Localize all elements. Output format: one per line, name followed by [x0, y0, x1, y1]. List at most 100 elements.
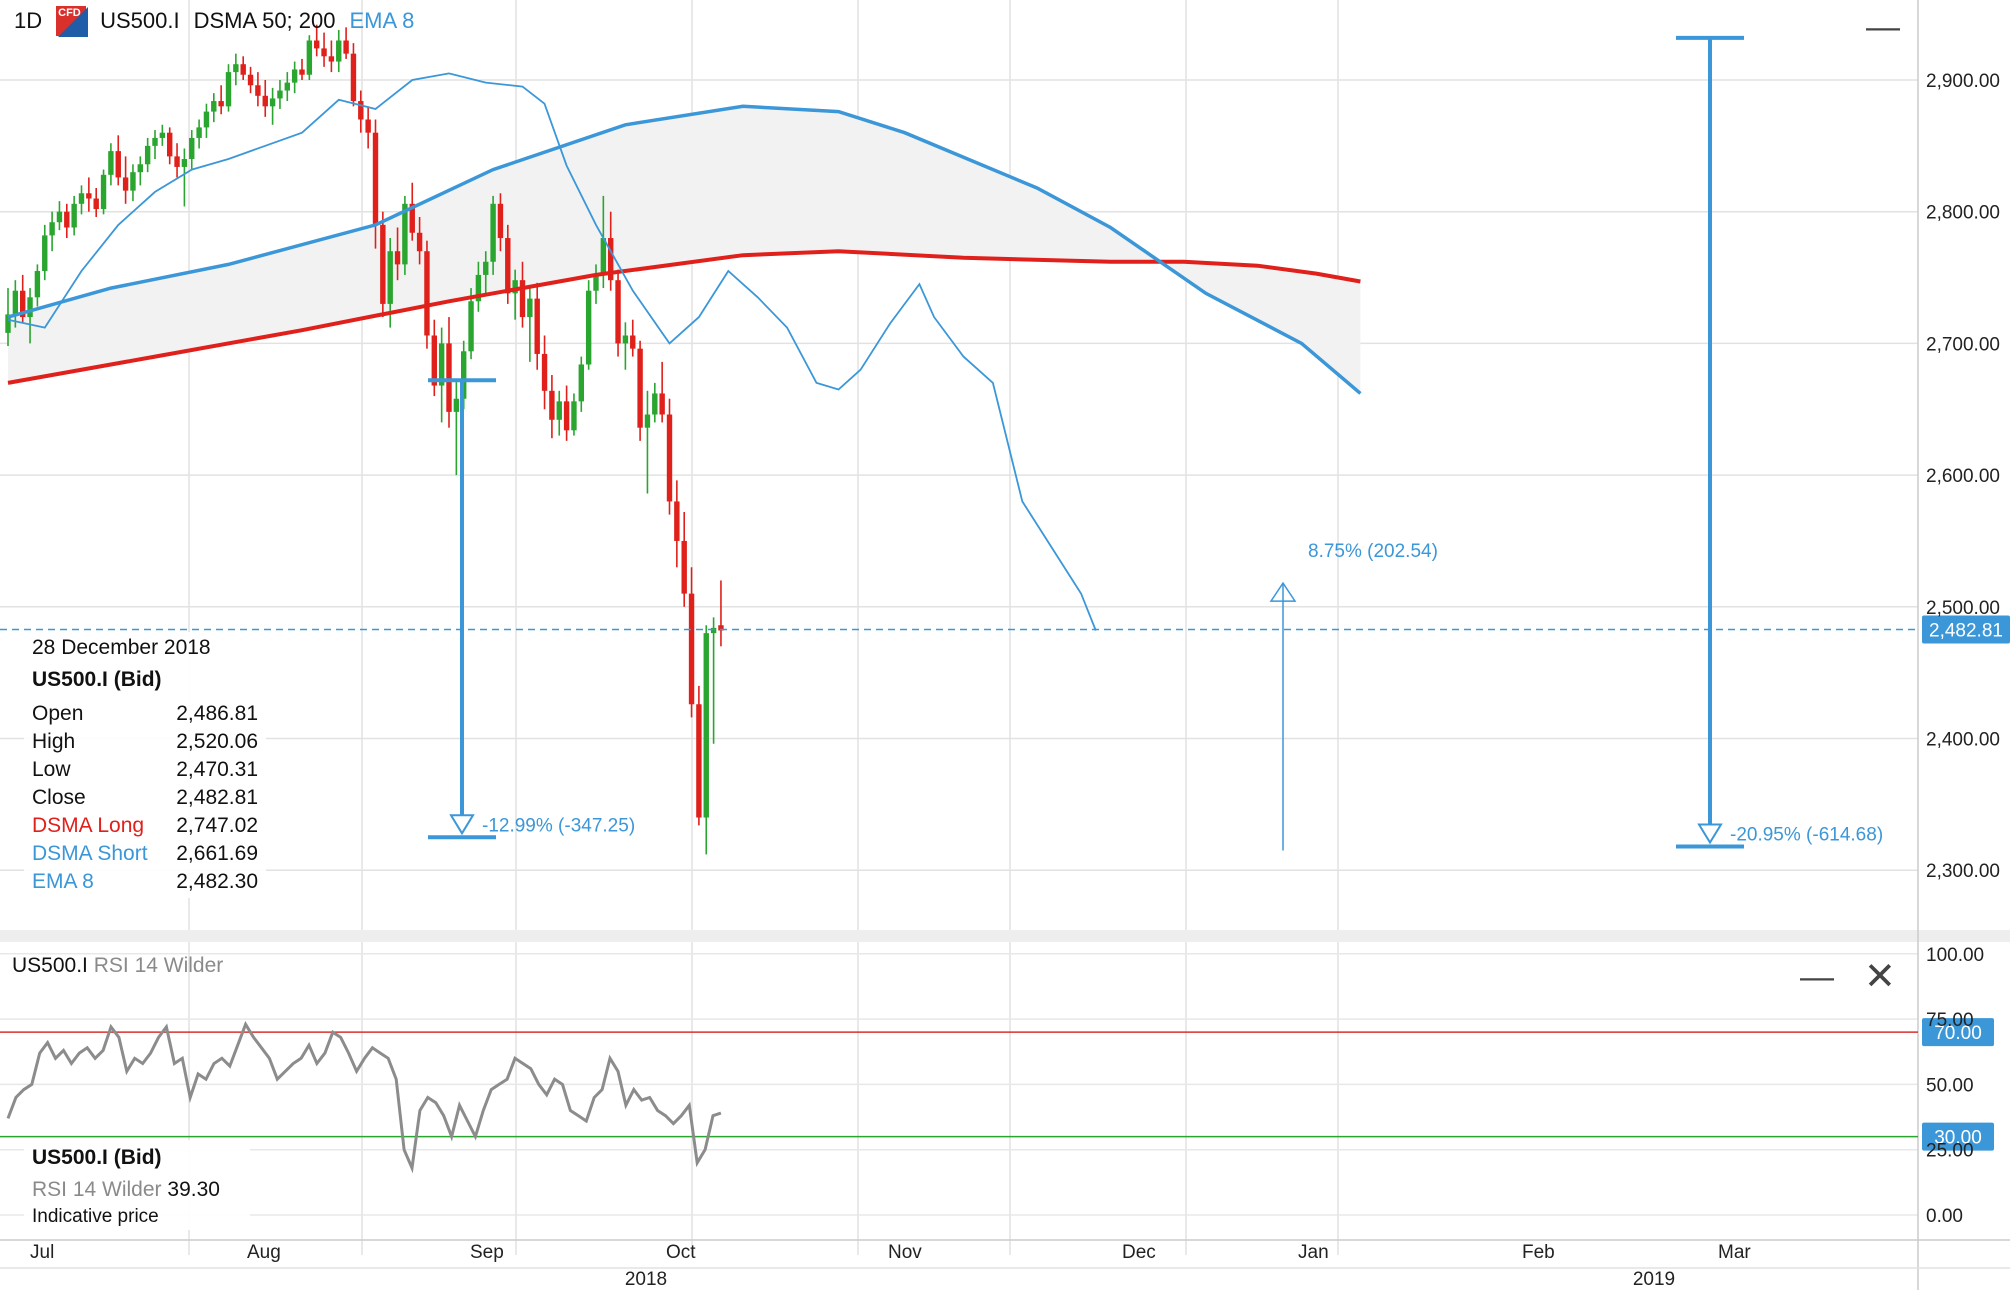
rsi-line: [6, 1020, 722, 1174]
chart-header: 1D CFD US500.I DSMA 50; 200 EMA 8: [14, 6, 415, 37]
candle-body: [718, 625, 724, 631]
candle-body: [652, 393, 658, 415]
candle-body: [593, 274, 599, 291]
info-row-close: Close 2,482.81: [32, 786, 258, 809]
symbol-label[interactable]: US500.I: [100, 8, 180, 33]
panel-divider: [0, 930, 2010, 942]
candle-body: [255, 85, 261, 96]
price-tick-label: 2,400.00: [1926, 730, 2000, 751]
candle-body: [674, 501, 680, 541]
candle-body: [409, 203, 415, 233]
dsma-label[interactable]: DSMA 50; 200: [193, 8, 336, 33]
candle-body: [42, 235, 48, 271]
candle-body: [167, 132, 173, 157]
candle-body: [424, 251, 430, 336]
month-tick-label: Aug: [247, 1242, 281, 1263]
candle-body: [585, 290, 592, 365]
month-tick-label: Oct: [666, 1242, 696, 1263]
candle-body: [108, 151, 114, 175]
candle-body: [321, 48, 327, 57]
month-tick-label: Feb: [1522, 1242, 1555, 1263]
minimize-rsi-panel-icon[interactable]: —: [1800, 958, 1834, 996]
month-tick-label: Nov: [888, 1242, 922, 1263]
candle-body: [225, 72, 232, 107]
candle-body: [262, 95, 268, 107]
cfd-logo-icon: CFD: [56, 6, 89, 37]
ema8-line: [7, 72, 1097, 631]
candle-body: [468, 301, 474, 352]
price-tick-label: 2,700.00: [1926, 334, 2000, 355]
dsma-short-line: [7, 104, 1362, 395]
candle-body: [100, 174, 107, 210]
candle-body: [563, 401, 570, 431]
rsi-tick-label: 0.00: [1926, 1206, 1963, 1227]
candle-body: [372, 132, 379, 225]
candle-body: [137, 164, 143, 173]
candle-body: [130, 172, 136, 191]
info-row-open: Open 2,486.81: [32, 702, 258, 725]
measure-arrow: [449, 814, 475, 836]
candle-body: [365, 119, 371, 133]
candle-body: [314, 40, 320, 49]
info-row-ema: EMA 8 2,482.30: [32, 870, 258, 893]
candle-body: [233, 64, 239, 73]
price-tick-label: 2,800.00: [1926, 203, 2000, 224]
rsi-os-label: 30.00: [1934, 1128, 1982, 1149]
candle-body: [328, 56, 335, 62]
candle-body: [512, 280, 518, 294]
candle-body: [622, 335, 629, 344]
year-tick-label: 2018: [625, 1269, 667, 1290]
timeframe-label[interactable]: 1D: [14, 8, 43, 33]
info-title: US500.I (Bid): [32, 668, 162, 691]
candle-body: [49, 222, 55, 236]
candle-body: [78, 193, 85, 204]
candle-body: [269, 98, 276, 107]
candle-body: [20, 290, 26, 318]
rsi-panel-title: US500.I RSI 14 Wilder: [12, 954, 224, 977]
candle-body: [181, 159, 188, 167]
month-tick-label: Dec: [1122, 1242, 1156, 1263]
month-tick-label: Mar: [1718, 1242, 1751, 1263]
rsi-os-tag: [1922, 1122, 1994, 1151]
candle-body: [402, 203, 408, 265]
minimize-price-panel-icon[interactable]: —: [1866, 8, 1900, 46]
candle-body: [681, 540, 687, 594]
last-price-tag: [1922, 615, 2010, 644]
candle-body: [211, 101, 217, 112]
candle-body: [336, 40, 342, 62]
candle-body: [218, 101, 224, 107]
month-tick-label: Jan: [1298, 1242, 1329, 1263]
candle-body: [115, 151, 121, 178]
candle-body: [247, 74, 254, 86]
ema-label[interactable]: EMA 8: [349, 8, 415, 33]
candle-body: [152, 137, 158, 146]
candle-body: [34, 270, 41, 298]
candle-body: [571, 401, 577, 431]
candle-body: [27, 297, 33, 318]
rsi-tick-label: 75.00: [1926, 1010, 1974, 1031]
last-price-label: 2,482.81: [1929, 620, 2003, 641]
candle-body: [64, 211, 70, 228]
candle-body: [394, 251, 401, 265]
candle-body: [196, 127, 202, 138]
candle-body: [12, 290, 19, 315]
month-tick-label: Sep: [470, 1242, 504, 1263]
info-row-dsma-long: DSMA Long 2,747.02: [32, 814, 258, 837]
candle-body: [461, 351, 467, 399]
candle-body: [122, 177, 129, 191]
candle-body: [86, 193, 92, 199]
candle-body: [306, 40, 313, 75]
candle-body: [696, 704, 702, 818]
year-tick-label: 2019: [1633, 1269, 1675, 1290]
measure-arrow: [1697, 823, 1723, 845]
candle-body: [475, 274, 482, 302]
candle-body: [527, 298, 533, 318]
candle-body: [174, 156, 180, 167]
candle-body: [519, 280, 526, 318]
price-tick-label: 2,300.00: [1926, 861, 2000, 882]
candle-body: [284, 82, 290, 91]
close-rsi-panel-icon[interactable]: ✕: [1864, 956, 1896, 998]
candle-body: [71, 203, 77, 228]
